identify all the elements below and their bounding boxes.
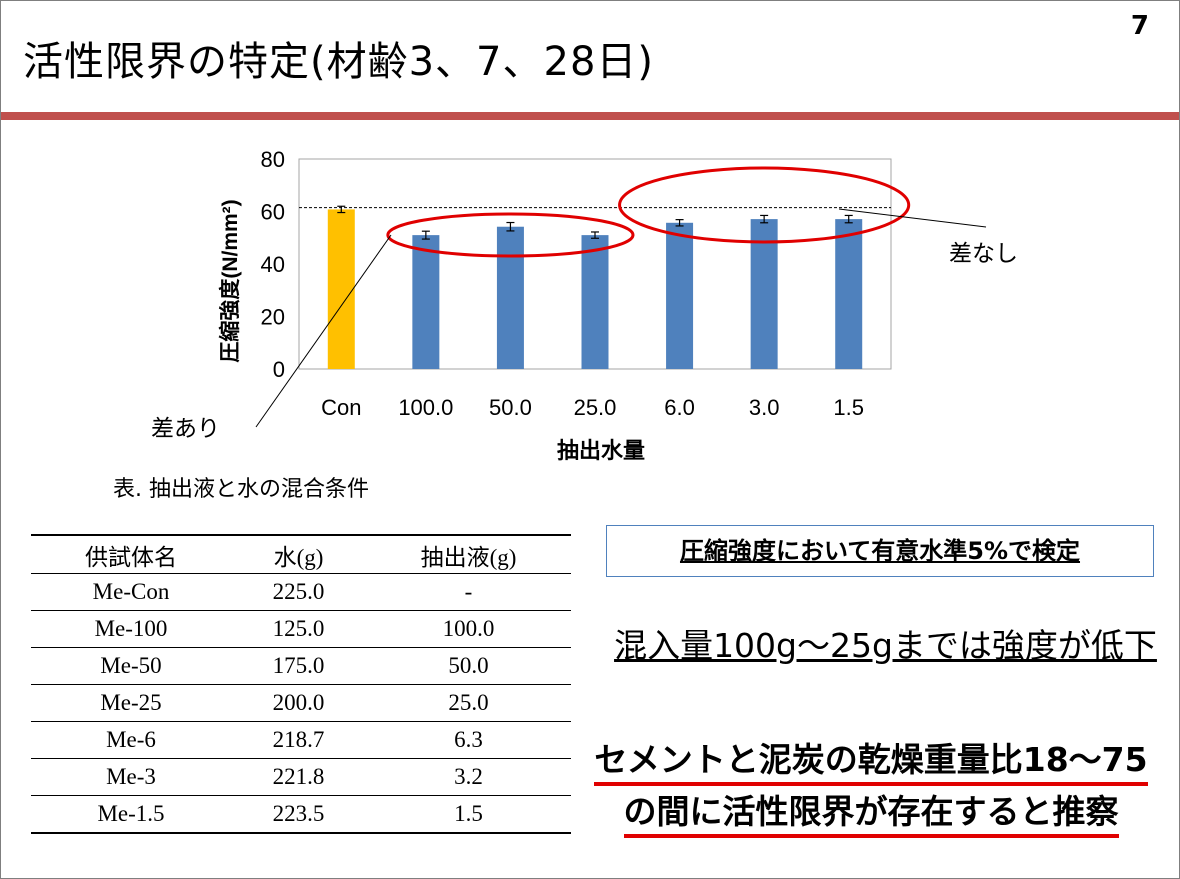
x-tick-label: 3.0 [749, 395, 780, 420]
table-cell: 223.5 [231, 795, 366, 834]
highlight-ellipse-decrease [386, 212, 635, 258]
chart-bar [581, 235, 609, 369]
annotation-leader-line [255, 234, 392, 428]
table-cell: Me-6 [31, 721, 231, 759]
chart-bar [835, 219, 863, 369]
table-caption: 表. 抽出液と水の混合条件 [113, 477, 369, 502]
chart-bar [750, 219, 778, 369]
mix-conditions-table: 供試体名 水(g) 抽出液(g) Me-Con 225.0 - Me-100 1… [31, 534, 571, 834]
conclusion-strength-drop: 混入量100g～25gまでは強度が低下 [614, 626, 1157, 665]
table-row: Me-50 175.0 50.0 [31, 647, 571, 685]
title-divider [1, 112, 1179, 120]
conclusion-activity-limit: セメントと泥炭の乾燥重量比18～75 の間に活性限界が存在すると推察 [566, 734, 1176, 838]
table-cell: Me-25 [31, 684, 231, 722]
table-header-cell: 供試体名 [31, 534, 231, 574]
table-cell: 50.0 [366, 647, 571, 685]
table-cell: - [366, 573, 571, 611]
table-cell: 218.7 [231, 721, 366, 759]
table-header-cell: 抽出液(g) [366, 534, 571, 574]
annotation-no-difference: 差なし [949, 240, 1018, 266]
table-cell: 1.5 [366, 795, 571, 834]
y-tick-label: 20 [261, 305, 285, 330]
chart-bar [496, 226, 524, 369]
table-header-row: 供試体名 水(g) 抽出液(g) [31, 534, 571, 574]
table-header-cell: 水(g) [231, 534, 366, 574]
table-cell: 221.8 [231, 758, 366, 796]
conclusion-line-2: の間に活性限界が存在すると推察 [623, 790, 1119, 838]
y-tick-label: 60 [261, 200, 285, 225]
x-tick-label: 1.5 [833, 395, 864, 420]
table-row: Me-Con 225.0 - [31, 573, 571, 611]
x-tick-label: Con [321, 395, 361, 420]
table-cell: 225.0 [231, 573, 366, 611]
bar-chart: 0 20 40 60 80 Con 100.0 50.0 25.0 6.0 3.0 1.5 圧縮強度… [151, 147, 1018, 463]
table-cell: 200.0 [231, 684, 366, 722]
y-tick-label: 80 [261, 147, 285, 172]
table-cell: 100.0 [366, 610, 571, 648]
table-cell: 125.0 [231, 610, 366, 648]
y-axis-label: 圧縮強度(N/mm²) [218, 199, 242, 362]
table-cell: 3.2 [366, 758, 571, 796]
chart-bar [327, 209, 355, 369]
table-cell: 6.3 [366, 721, 571, 759]
x-tick-label: 100.0 [398, 395, 453, 420]
table-cell: Me-50 [31, 647, 231, 685]
slide-title: 活性限界の特定(材齢3、7、28日) [23, 39, 655, 85]
page-number: 7 [1130, 11, 1149, 41]
x-tick-label: 50.0 [489, 395, 532, 420]
table-row: Me-6 218.7 6.3 [31, 721, 571, 759]
table-cell: Me-100 [31, 610, 231, 648]
x-tick-label: 25.0 [574, 395, 617, 420]
significance-test-note: 圧縮強度において有意水準5%で検定 [606, 525, 1154, 577]
table-row: Me-25 200.0 25.0 [31, 684, 571, 722]
table-cell: 175.0 [231, 647, 366, 685]
table-cell: Me-Con [31, 573, 231, 611]
annotation-different: 差あり [151, 415, 220, 441]
highlight-ellipse-no-difference [618, 166, 911, 244]
table-row: Me-1.5 223.5 1.5 [31, 795, 571, 834]
chart-bar [666, 222, 694, 369]
y-tick-label: 40 [261, 252, 285, 277]
conclusion-line-1: セメントと泥炭の乾燥重量比18～75 [594, 738, 1148, 786]
chart-bar [412, 235, 440, 369]
table-cell: 25.0 [366, 684, 571, 722]
x-tick-label: 6.0 [664, 395, 695, 420]
table-cell: Me-1.5 [31, 795, 231, 834]
table-cell: Me-3 [31, 758, 231, 796]
y-tick-label: 0 [273, 357, 285, 382]
table-row: Me-100 125.0 100.0 [31, 610, 571, 648]
annotation-leader-line [838, 208, 987, 228]
x-axis-label: 抽出水量 [557, 438, 645, 463]
table-row: Me-3 221.8 3.2 [31, 758, 571, 796]
